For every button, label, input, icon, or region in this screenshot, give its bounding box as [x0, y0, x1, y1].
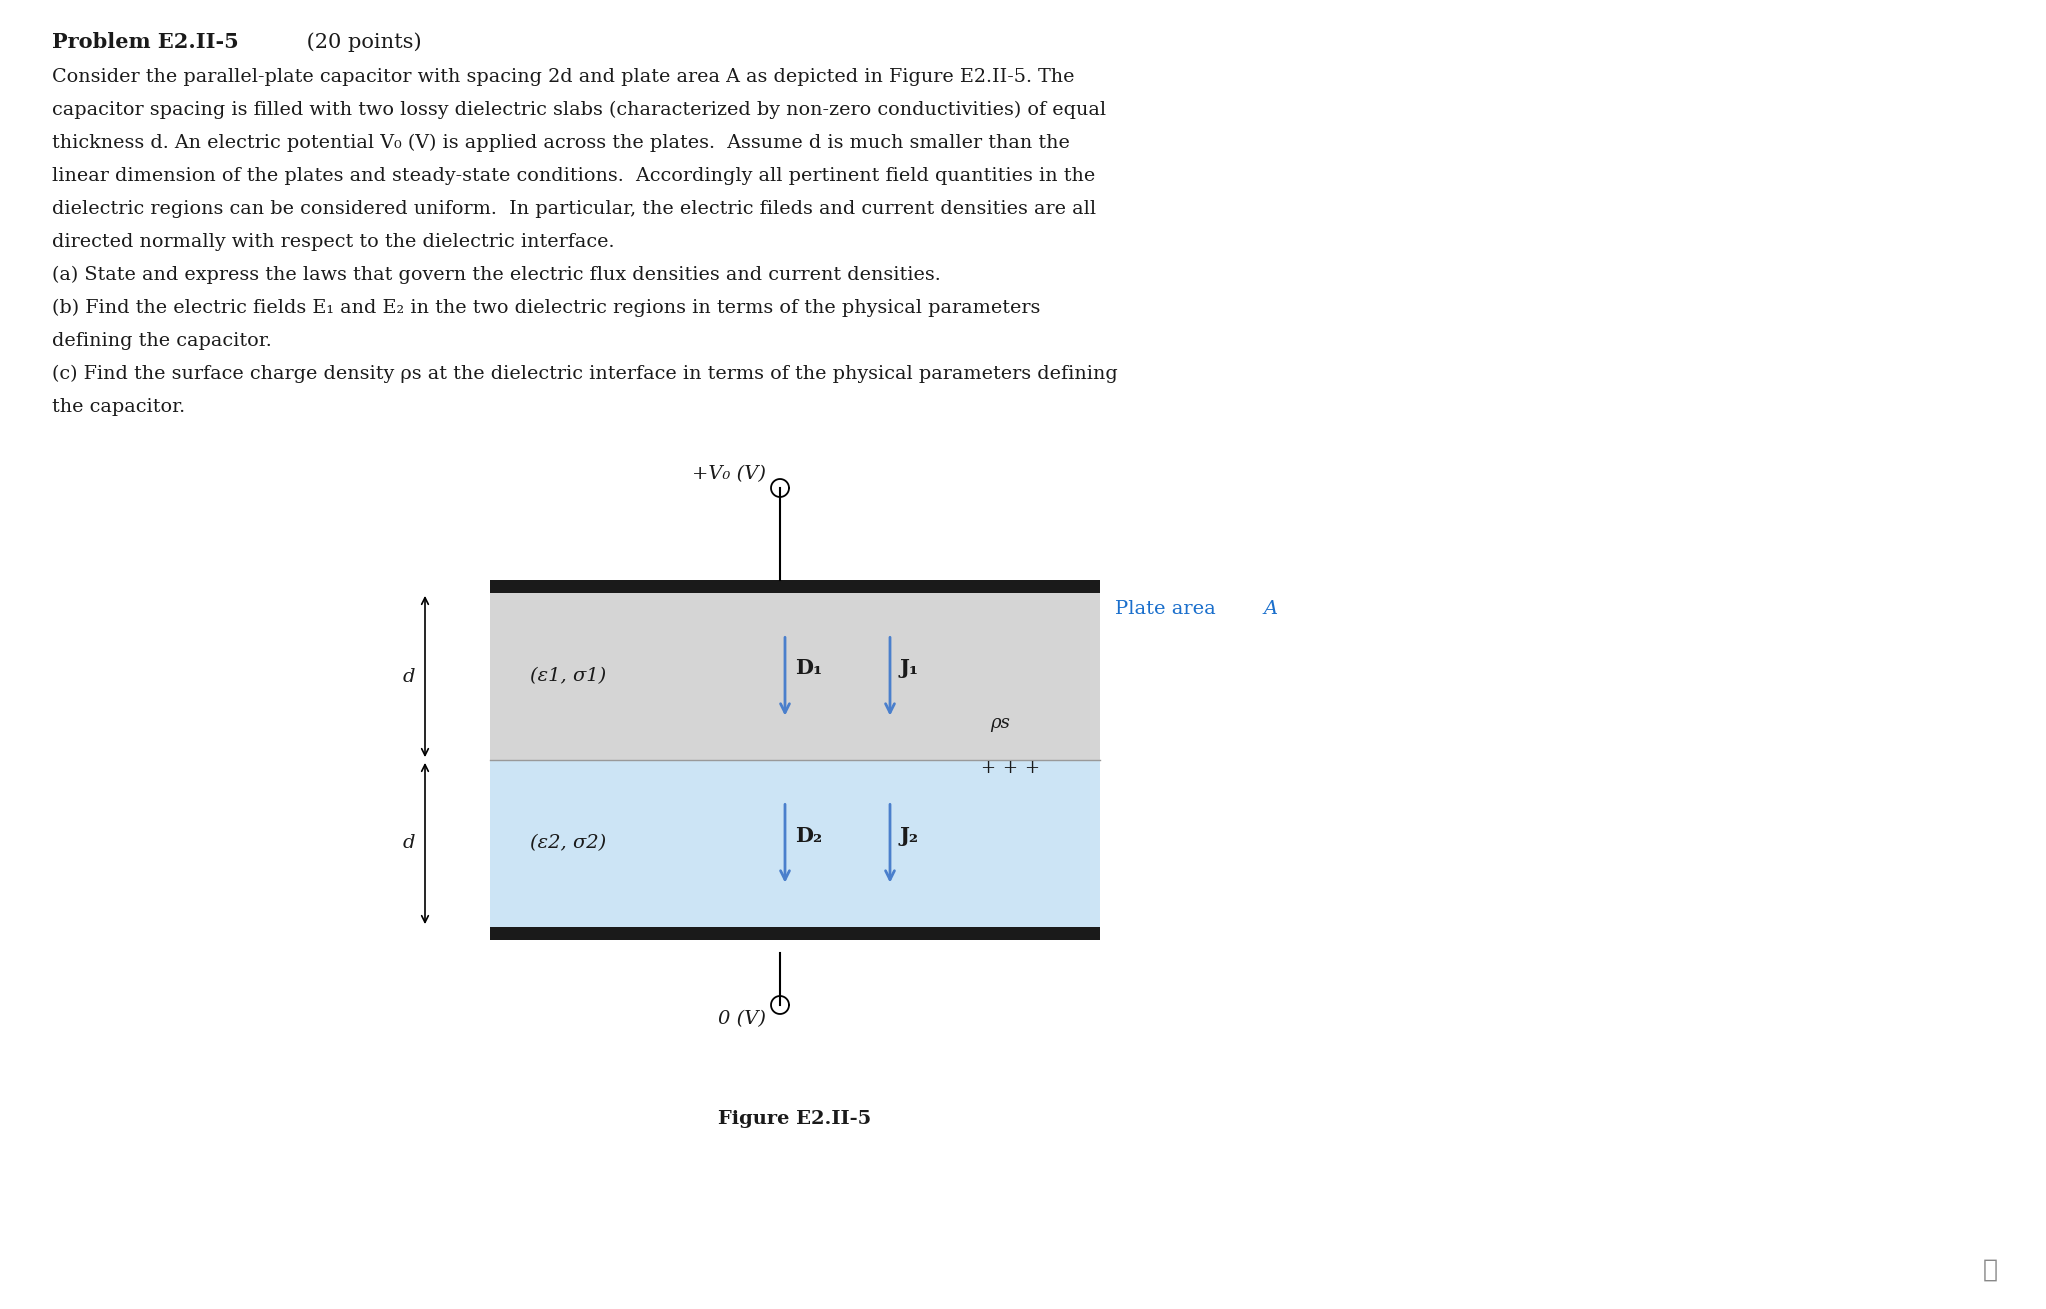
Bar — [489, 593, 1101, 761]
Text: J₁: J₁ — [900, 658, 919, 678]
Text: ρs: ρs — [990, 713, 1011, 732]
Text: (20 points): (20 points) — [301, 31, 421, 51]
Bar — [489, 927, 1101, 940]
Text: (a) State and express the laws that govern the electric flux densities and curre: (a) State and express the laws that gove… — [51, 266, 941, 284]
Text: (c) Find the surface charge density ρs at the dielectric interface in terms of t: (c) Find the surface charge density ρs a… — [51, 365, 1117, 384]
Text: (ε2, σ2): (ε2, σ2) — [530, 835, 606, 852]
Text: +V₀ (V): +V₀ (V) — [692, 465, 765, 483]
Text: +: + — [1023, 759, 1039, 778]
Text: Consider the parallel-plate capacitor with spacing 2d and plate area A as depict: Consider the parallel-plate capacitor wi… — [51, 68, 1074, 86]
Text: linear dimension of the plates and steady-state conditions.  Accordingly all per: linear dimension of the plates and stead… — [51, 168, 1095, 185]
Text: dielectric regions can be considered uniform.  In particular, the electric filed: dielectric regions can be considered uni… — [51, 200, 1097, 219]
Text: (ε1, σ1): (ε1, σ1) — [530, 668, 606, 686]
Text: J₂: J₂ — [900, 826, 919, 846]
Text: Figure E2.II-5: Figure E2.II-5 — [718, 1110, 872, 1128]
Text: +: + — [980, 759, 994, 778]
Text: directed normally with respect to the dielectric interface.: directed normally with respect to the di… — [51, 233, 614, 251]
Text: d: d — [403, 835, 415, 852]
Bar — [489, 580, 1101, 593]
Bar — [489, 761, 1101, 927]
Text: +: + — [1003, 759, 1017, 778]
Text: Problem E2.II-5: Problem E2.II-5 — [51, 31, 239, 52]
Text: D₁: D₁ — [796, 658, 822, 678]
Text: Plate area: Plate area — [1115, 600, 1221, 618]
Text: d: d — [403, 668, 415, 686]
Text: 0 (V): 0 (V) — [718, 1011, 765, 1028]
Text: the capacitor.: the capacitor. — [51, 398, 184, 416]
Text: ⯹: ⯹ — [1983, 1258, 1997, 1282]
Text: capacitor spacing is filled with two lossy dielectric slabs (characterized by no: capacitor spacing is filled with two los… — [51, 101, 1107, 119]
Text: D₂: D₂ — [796, 826, 822, 846]
Text: A: A — [1262, 600, 1277, 618]
Text: defining the capacitor.: defining the capacitor. — [51, 332, 272, 350]
Text: thickness d. An electric potential V₀ (V) is applied across the plates.  Assume : thickness d. An electric potential V₀ (V… — [51, 134, 1070, 152]
Text: (b) Find the electric fields E₁ and E₂ in the two dielectric regions in terms of: (b) Find the electric fields E₁ and E₂ i… — [51, 298, 1039, 317]
